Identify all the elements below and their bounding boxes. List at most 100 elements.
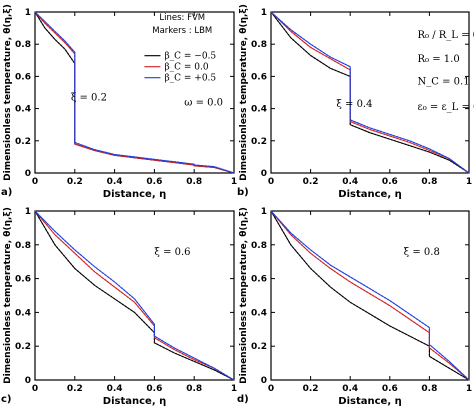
y-tick-label: 1 <box>261 207 267 217</box>
series-markers-2 <box>270 210 470 381</box>
y-tick-label: 0.4 <box>15 105 31 115</box>
chart-panel-2: 0 0.2 0.4 0.6 0.8 1 0 0.2 0.4 0.6 0.8 1 Distance, η D… <box>237 4 474 200</box>
y-axis-label: Dimensionless temperature, θ(η,ξ) <box>3 4 13 181</box>
series-line-1 <box>34 11 235 174</box>
series-line-3 <box>270 11 470 174</box>
x-tick-label: 0 <box>268 177 274 187</box>
panel-tag: d) <box>237 394 249 405</box>
y-tick-label: 0.6 <box>251 72 267 82</box>
series-markers-1 <box>34 210 235 381</box>
x-tick-label: 0.8 <box>421 177 437 187</box>
y-axis-label: Dimensionless temperature, θ(η,ξ) <box>239 207 249 384</box>
series-line-1 <box>34 210 235 381</box>
annotation: N_C = 0.1 <box>418 76 470 87</box>
x-tick-label: 0.4 <box>342 384 358 394</box>
x-tick-label: 0.8 <box>421 384 437 394</box>
y-tick-label: 0.4 <box>251 308 267 318</box>
series-line-2 <box>34 11 235 174</box>
x-tick-label: 0.6 <box>146 384 162 394</box>
x-tick-label: 1 <box>231 384 237 394</box>
x-axis-label: Distance, η <box>103 189 166 200</box>
annotation: Lines: FVM <box>159 13 205 23</box>
annotation: ξ = 0.2 <box>71 93 107 104</box>
annotation: ε₀ = ε_L = 0.5 <box>418 102 474 113</box>
series-markers-2 <box>270 11 470 174</box>
x-tick-label: 0.2 <box>303 177 319 187</box>
x-tick-label: 0 <box>268 384 274 394</box>
x-axis-label: Distance, η <box>103 396 166 407</box>
y-tick-label: 0 <box>25 169 31 179</box>
series-line-1 <box>270 210 470 381</box>
legend-entry: β_C = +0.5 <box>164 74 216 84</box>
x-tick-label: 0.2 <box>67 384 83 394</box>
series-markers-1 <box>270 210 470 381</box>
series-line-3 <box>34 210 235 381</box>
x-tick-label: 1 <box>466 177 472 187</box>
y-tick-label: 0.8 <box>15 40 31 50</box>
series-markers-2 <box>34 11 235 174</box>
plot-frame <box>34 210 235 381</box>
plot-frame <box>34 11 235 174</box>
y-tick-label: 0.2 <box>15 342 31 352</box>
y-tick-label: 0.6 <box>15 275 31 285</box>
x-tick-label: 0.8 <box>186 384 202 394</box>
x-tick-label: 0.4 <box>107 384 123 394</box>
plot-frame <box>270 210 470 381</box>
y-tick-label: 0.8 <box>251 40 267 50</box>
series-markers-3 <box>34 210 235 381</box>
annotation: R₀ / R_L = 0.5 <box>418 30 474 41</box>
series-line-2 <box>34 210 235 381</box>
y-tick-label: 1 <box>25 8 31 18</box>
panel-tag: b) <box>237 187 249 198</box>
y-tick-label: 0.8 <box>251 241 267 251</box>
y-tick-label: 0.6 <box>251 275 267 285</box>
y-tick-label: 0.6 <box>15 72 31 82</box>
y-tick-label: 0.2 <box>15 137 31 147</box>
y-tick-label: 0.2 <box>251 342 267 352</box>
chart-panel-3: 0 0.2 0.4 0.6 0.8 1 0 0.2 0.4 0.6 0.8 1 Distance, η D… <box>1 207 237 407</box>
series-line-2 <box>270 210 470 381</box>
y-tick-label: 0.4 <box>251 105 267 115</box>
panel-tag: a) <box>1 187 12 198</box>
y-tick-label: 0.4 <box>15 308 31 318</box>
annotation: ξ = 0.4 <box>336 99 372 110</box>
series-line-3 <box>34 11 235 174</box>
y-axis-label: Dimensionless temperature, θ(η,ξ) <box>239 4 249 181</box>
series-line-1 <box>270 11 470 174</box>
y-tick-label: 0 <box>25 376 31 386</box>
annotation: ω = 0.0 <box>184 97 223 108</box>
panel-tag: c) <box>1 394 12 405</box>
series-line-3 <box>270 210 470 381</box>
x-axis-label: Distance, η <box>338 396 401 407</box>
annotation: R₀ = 1.0 <box>418 54 460 65</box>
x-axis-label: Distance, η <box>338 189 401 200</box>
legend-entry: β_C = 0.0 <box>164 63 208 73</box>
plot-frame <box>270 11 470 174</box>
annotation: ξ = 0.8 <box>404 247 440 258</box>
y-tick-label: 0 <box>261 376 267 386</box>
x-tick-label: 0.2 <box>303 384 319 394</box>
y-tick-label: 0.2 <box>251 137 267 147</box>
x-tick-label: 1 <box>231 177 237 187</box>
x-tick-label: 0.4 <box>342 177 358 187</box>
y-tick-label: 0 <box>261 169 267 179</box>
x-tick-label: 1 <box>466 384 472 394</box>
series-markers-3 <box>34 11 235 174</box>
x-tick-label: 0 <box>32 177 38 187</box>
series-markers-1 <box>34 11 235 174</box>
y-axis-label: Dimensionless temperature, θ(η,ξ) <box>3 207 13 384</box>
y-tick-label: 0.8 <box>15 241 31 251</box>
x-tick-label: 0.6 <box>146 177 162 187</box>
annotation: ξ = 0.6 <box>154 247 190 258</box>
x-tick-label: 0.2 <box>67 177 83 187</box>
x-tick-label: 0.6 <box>382 384 398 394</box>
chart-panel-4: 0 0.2 0.4 0.6 0.8 1 0 0.2 0.4 0.6 0.8 1 Distance, η D… <box>237 207 472 407</box>
series-markers-2 <box>34 210 235 381</box>
y-tick-label: 1 <box>25 207 31 217</box>
chart-panel-1: 0 0.2 0.4 0.6 0.8 1 0 0.2 0.4 0.6 0.8 1 Distance, η D… <box>1 4 237 200</box>
x-tick-label: 0.8 <box>186 177 202 187</box>
y-tick-label: 1 <box>261 8 267 18</box>
x-tick-label: 0.6 <box>382 177 398 187</box>
series-markers-3 <box>270 210 470 381</box>
